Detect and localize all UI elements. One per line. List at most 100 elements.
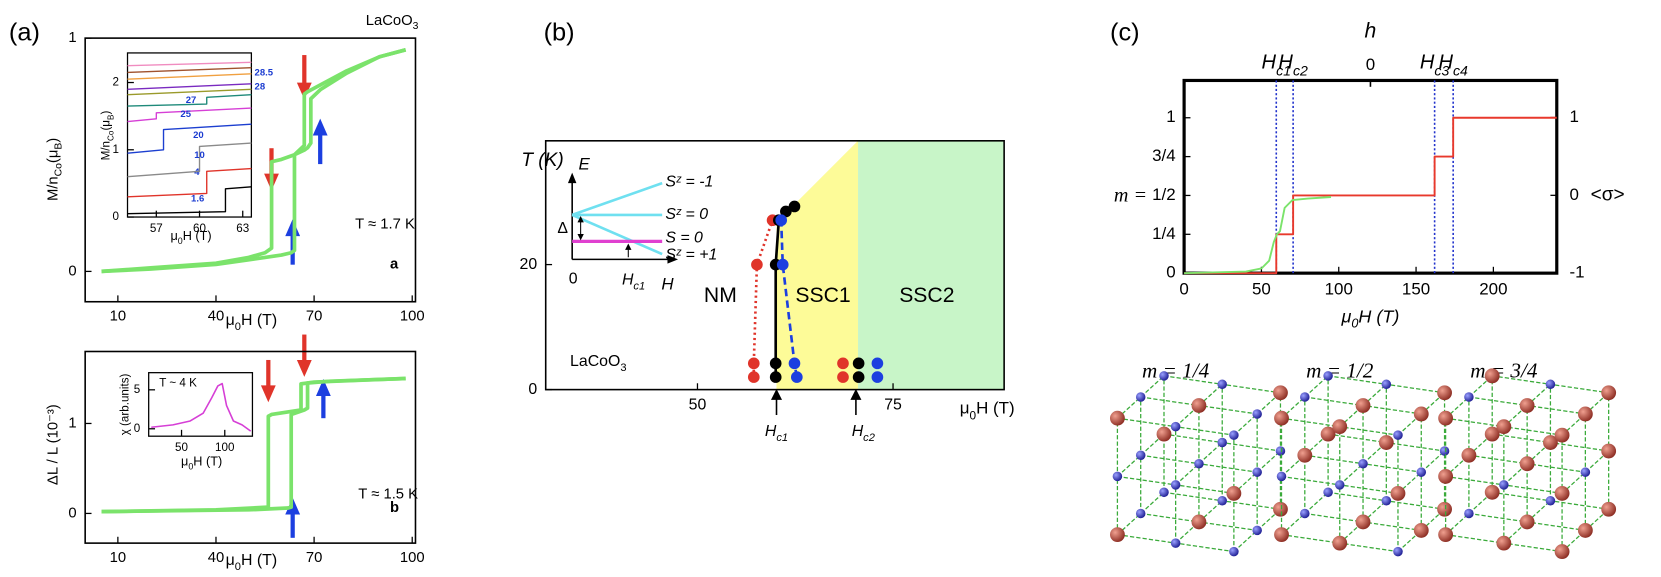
lattice-bond — [1233, 450, 1281, 494]
spin-up-site — [1156, 426, 1172, 442]
lattice-bond — [1233, 392, 1281, 436]
lattice-bond — [1503, 383, 1551, 428]
annotation: LaCoO3 — [366, 13, 419, 32]
lattice-title: m = 1/4 — [1142, 359, 1210, 383]
annotation: T ~ 4 K — [159, 376, 197, 389]
critical-field-label: Hc4 — [1438, 52, 1468, 78]
data-line — [779, 220, 799, 378]
spin-up-site — [1496, 535, 1512, 551]
text-part: H — [1438, 52, 1453, 74]
spin-up-site — [1554, 544, 1570, 560]
plot-frame — [84, 37, 417, 303]
spin-down-site — [1217, 496, 1227, 506]
subscript: Co — [54, 163, 65, 176]
x-axis-label: μ0H (T) — [960, 399, 1015, 423]
level-label: Sᶻ = +1 — [665, 246, 717, 263]
y-tick-label: 0 — [68, 505, 76, 521]
y2-tick-label: 0 — [1569, 185, 1578, 204]
data-line — [1184, 116, 1557, 275]
annotation: Hc2 — [852, 423, 876, 444]
hc-arrows — [770, 388, 862, 416]
data-line — [127, 83, 252, 90]
spin-up-site — [1484, 368, 1500, 384]
series-label: 4 — [194, 167, 200, 178]
data-line — [127, 123, 252, 154]
subscript: B — [54, 143, 65, 150]
spin-up-site — [1496, 419, 1512, 435]
critical-field-label: Hc2 — [1278, 52, 1308, 78]
spin-down-site — [1464, 508, 1474, 519]
data-line — [127, 73, 252, 80]
spin-up-site — [1274, 527, 1289, 543]
spin-up-site — [1437, 501, 1452, 517]
lattice-bond — [1561, 392, 1610, 436]
spin-up-site — [1519, 456, 1535, 472]
text-part: H — [765, 423, 777, 440]
data-line — [127, 88, 252, 96]
panel-label: (b) — [544, 19, 575, 47]
spin-up-site — [1554, 427, 1570, 443]
spin-up-site — [1438, 469, 1454, 484]
subscript: c2 — [863, 432, 876, 444]
lattice-bond — [1445, 375, 1493, 419]
spin-down-site — [1393, 546, 1403, 557]
text-part: H — [1420, 52, 1435, 74]
subscript: B — [106, 115, 115, 120]
y-tick-label: 1 — [68, 415, 76, 431]
x-tick-label: 10 — [110, 308, 126, 324]
lattice-bond — [1175, 500, 1223, 544]
spin-down-site — [1112, 471, 1123, 482]
subscript: 0 — [178, 236, 183, 246]
spin-down-site — [1217, 437, 1227, 448]
annotation: T ≈ 1.7 K — [355, 216, 415, 232]
spin-down-site — [1170, 480, 1181, 490]
spin-up-site — [1332, 535, 1348, 551]
lattice-bond — [1445, 491, 1493, 536]
spin-down-site — [1229, 430, 1239, 440]
spin-up-site — [1484, 484, 1500, 500]
subscript: c1 — [776, 432, 788, 444]
x-tick-label: 75 — [884, 397, 902, 414]
x-tick-label: 200 — [1479, 280, 1507, 299]
subscript: c3 — [1434, 62, 1449, 78]
spin-up-site — [1273, 385, 1288, 401]
spin-down-site — [1229, 546, 1239, 557]
spin-up-site — [1332, 419, 1348, 435]
y-axis-label: χ (arb.units) — [118, 373, 131, 435]
y-tick-label: 1 — [68, 30, 76, 46]
spin-up-site — [1273, 501, 1288, 517]
lattice-bond — [1339, 500, 1387, 544]
x2-tick-label: 0 — [1366, 55, 1375, 74]
x-tick-label: 100 — [1325, 280, 1353, 299]
data-line — [127, 61, 252, 67]
data-line — [127, 186, 252, 215]
lattice-bond — [1116, 433, 1165, 477]
spin-up-site — [1438, 527, 1454, 543]
spin-down-site — [1217, 379, 1227, 390]
annotation: LaCoO3 — [570, 353, 627, 374]
annotation: Hc1 — [765, 423, 788, 444]
spin-down-site — [1170, 538, 1181, 548]
spin-up-site — [1110, 527, 1125, 543]
spin-down-site — [1545, 379, 1556, 390]
spin-up-site — [1297, 447, 1313, 463]
x-tick-label: 57 — [150, 222, 163, 235]
plot-frame — [84, 350, 417, 544]
subscript: c2 — [1293, 62, 1308, 78]
text-part: (μ — [99, 120, 112, 131]
plot-frame — [126, 52, 253, 218]
x-tick-label: 50 — [175, 441, 188, 454]
y-axis-label: m = — [1114, 185, 1147, 207]
spin-up-site — [1413, 523, 1429, 538]
data-point — [871, 357, 884, 370]
data-point — [852, 371, 865, 383]
subscript: 0 — [235, 561, 241, 573]
subscript: c4 — [1453, 62, 1468, 78]
ssc2-region — [858, 140, 1005, 390]
series-label: 28.5 — [255, 68, 274, 79]
panel-label: (c) — [1110, 19, 1140, 47]
data-line — [1184, 196, 1332, 275]
spin-down-site — [1464, 392, 1474, 402]
spin-down-site — [1135, 392, 1146, 402]
data-point — [788, 357, 801, 370]
